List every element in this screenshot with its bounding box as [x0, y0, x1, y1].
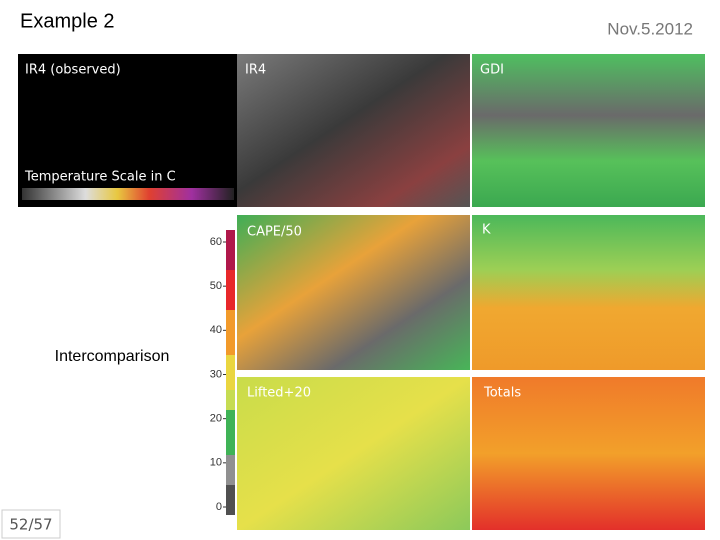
panel-label: IR4 — [245, 63, 266, 78]
slide-date: Nov.5.2012 — [607, 19, 693, 38]
k-map — [472, 215, 705, 370]
cape-map — [237, 215, 470, 370]
totals-map — [472, 377, 705, 530]
side-label: Intercomparison — [55, 348, 170, 365]
ir4-map — [237, 54, 470, 207]
gdi-map — [472, 54, 705, 207]
panel-label: K — [482, 223, 491, 238]
colorbar-tick-label: 30 — [210, 368, 222, 380]
panel-label: Totals — [483, 386, 521, 401]
colorbar-tick-label: 10 — [210, 457, 222, 469]
colorbar-tick-label: 50 — [210, 280, 222, 292]
page-number-box — [1, 509, 61, 539]
scale-caption: Temperature Scale in C — [24, 170, 176, 185]
observed-panel — [18, 54, 237, 207]
colorbar-tick-label: 60 — [210, 236, 222, 248]
page-number: 52/57 — [9, 516, 52, 534]
colorbar-tick-label: 0 — [216, 501, 222, 513]
panel-label: GDI — [480, 63, 504, 78]
panel-label: IR4 (observed) — [25, 63, 121, 78]
colorbar — [226, 230, 235, 515]
slide-title: Example 2 — [20, 10, 115, 32]
lifted-map — [237, 377, 470, 530]
temperature-scale — [22, 188, 234, 200]
panel-label: CAPE/50 — [247, 225, 302, 240]
colorbar-tick-label: 20 — [210, 413, 222, 425]
panel-label: Lifted+20 — [247, 386, 311, 401]
colorbar-tick-label: 40 — [210, 324, 222, 336]
